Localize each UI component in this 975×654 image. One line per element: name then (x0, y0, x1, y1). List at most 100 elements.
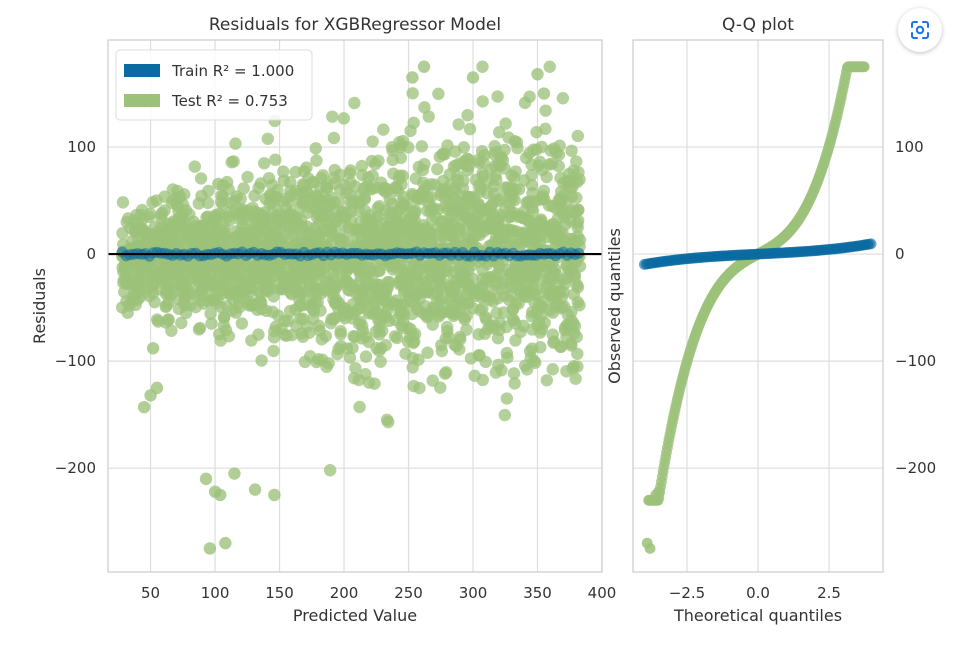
test-residual-point (463, 122, 477, 136)
test-residual-point (476, 263, 489, 277)
test-residual-point (396, 315, 410, 328)
residuals-frame (107, 39, 603, 573)
test-residual-point (268, 325, 281, 338)
test-residual-point (290, 273, 304, 287)
test-residual-point (437, 229, 450, 242)
residuals-panel: 50 100 150 200 250 300 350 400 100 0 −100 −200 Resi… (30, 15, 616, 625)
test-residual-point (545, 218, 558, 232)
test-residual-outlier (219, 536, 232, 550)
y-tick-label: 0 (86, 245, 96, 263)
x-tick-label: 50 (141, 584, 160, 602)
test-residual-point (502, 131, 515, 144)
test-residual-point (280, 329, 293, 342)
x-tick-label: 350 (523, 584, 552, 602)
test-residual-point (461, 152, 474, 165)
test-residual-point (340, 264, 354, 278)
test-residual-point (319, 215, 332, 228)
test-residual-point (265, 208, 279, 221)
test-residual-point (518, 174, 531, 187)
test-residual-outlier (150, 381, 164, 395)
test-residual-outlier (554, 205, 567, 218)
test-residual-point (209, 230, 222, 243)
test-residual-point (323, 464, 337, 477)
test-residual-point (568, 206, 582, 220)
legend: Train R² = 1.000 Test R² = 0.753 (115, 49, 313, 121)
test-residual-point (484, 216, 497, 230)
test-residual-point (319, 275, 333, 289)
test-residual-point (461, 164, 474, 177)
test-residual-point (124, 296, 138, 309)
test-residual-point (570, 330, 583, 344)
test-residual-point (269, 153, 282, 166)
test-residual-point (277, 174, 291, 187)
test-residual-point (185, 267, 199, 280)
test-residual-point (480, 273, 493, 287)
qq-train-point (865, 238, 877, 250)
test-residual-point (164, 261, 178, 274)
qq-train-points (638, 238, 877, 270)
x-tick-label: −2.5 (669, 584, 705, 602)
test-residual-point (539, 104, 552, 117)
test-residual-point (268, 191, 282, 204)
test-residual-point (573, 299, 586, 312)
test-residual-point (409, 172, 423, 185)
test-residual-point (289, 165, 302, 179)
test-residual-point (527, 270, 540, 284)
test-residual-point (530, 282, 543, 295)
test-residual-point (479, 355, 492, 369)
test-residual-point (174, 233, 188, 246)
test-residual-point (548, 233, 561, 246)
test-residual-point (438, 147, 452, 161)
test-residual-point (560, 365, 573, 378)
test-residual-point (524, 351, 538, 365)
test-residual-point (235, 317, 249, 330)
test-residual-point (291, 221, 304, 235)
test-residual-point (186, 223, 200, 236)
test-residual-point (256, 271, 269, 284)
test-residual-point (534, 259, 548, 273)
qq-test-point (653, 486, 664, 498)
test-residual-point (141, 281, 154, 294)
test-residual-point (560, 331, 573, 344)
test-residual-point (390, 181, 403, 194)
test-residual-point (384, 212, 397, 225)
test-residual-point (532, 159, 545, 172)
x-tick-label: 300 (459, 584, 488, 602)
google-lens-icon[interactable] (898, 8, 942, 52)
test-residual-point (493, 267, 506, 280)
legend-swatch-train (124, 64, 160, 77)
test-residual-point (523, 147, 536, 160)
qq-test-point (858, 61, 870, 73)
test-residual-point (209, 219, 223, 232)
test-residual-point (407, 116, 420, 130)
test-residual-point (386, 153, 399, 167)
test-residual-point (570, 155, 583, 168)
test-residual-point (262, 280, 275, 294)
residuals-tick-labels: 50 100 150 200 250 300 350 400 100 0 −100 −200 (55, 138, 617, 602)
x-tick-label: 150 (265, 584, 294, 602)
test-residual-point (542, 199, 556, 212)
test-residual-point (326, 110, 339, 123)
test-residual-point (161, 297, 175, 310)
test-residual-point (278, 228, 291, 241)
test-residual-point (313, 259, 326, 272)
test-residual-outlier (228, 467, 241, 480)
test-residual-point (570, 278, 584, 292)
legend-label-test: Test R² = 0.753 (171, 92, 288, 110)
test-residual-point (492, 126, 506, 139)
qq-y-label: Observed quantiles (605, 228, 624, 384)
test-residual-point (368, 377, 381, 390)
test-residual-point (149, 268, 162, 281)
test-residual-point (426, 201, 439, 215)
test-residual-point (201, 210, 214, 223)
test-residual-point (565, 144, 578, 157)
test-residual-point (362, 287, 376, 301)
test-residual-point (436, 174, 450, 188)
test-residual-point (454, 261, 467, 274)
test-residual-point (491, 90, 504, 103)
test-residual-point (476, 373, 489, 387)
test-residual-point (323, 230, 337, 243)
test-residual-point (205, 317, 218, 330)
test-residual-point (397, 190, 411, 204)
residuals-title: Residuals for XGBRegressor Model (209, 15, 501, 35)
